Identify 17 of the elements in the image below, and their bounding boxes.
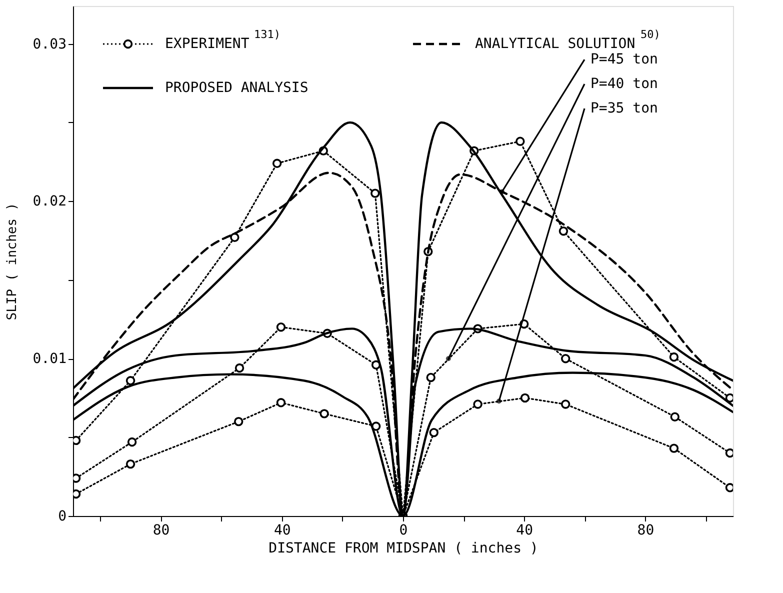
- y-tick-label: 0.02: [32, 194, 66, 210]
- y-tick-label: 0.01: [32, 351, 66, 368]
- y-axis-title: SLIP ( inches ): [4, 202, 20, 320]
- y-tick-label: 0: [58, 508, 66, 524]
- x-tick-label: 40: [274, 522, 291, 538]
- x-tick-label: 0: [399, 522, 408, 538]
- y-tick-label: 0.03: [32, 36, 66, 52]
- x-tick-label: 80: [152, 522, 170, 538]
- x-axis-title: DISTANCE FROM MIDSPAN ( inches ): [268, 540, 538, 556]
- annotation: P=40 ton: [590, 76, 658, 92]
- legend-label: EXPERIMENT 131): [165, 28, 280, 52]
- x-tick-label: 80: [637, 522, 654, 538]
- annotation: P=45 ton: [590, 52, 658, 68]
- legend-label: PROPOSED ANALYSIS: [165, 80, 308, 96]
- annotation: P=35 ton: [590, 100, 658, 117]
- x-tick-label: 40: [516, 522, 534, 538]
- legend-label: ANALYTICAL SOLUTION50): [475, 28, 660, 52]
